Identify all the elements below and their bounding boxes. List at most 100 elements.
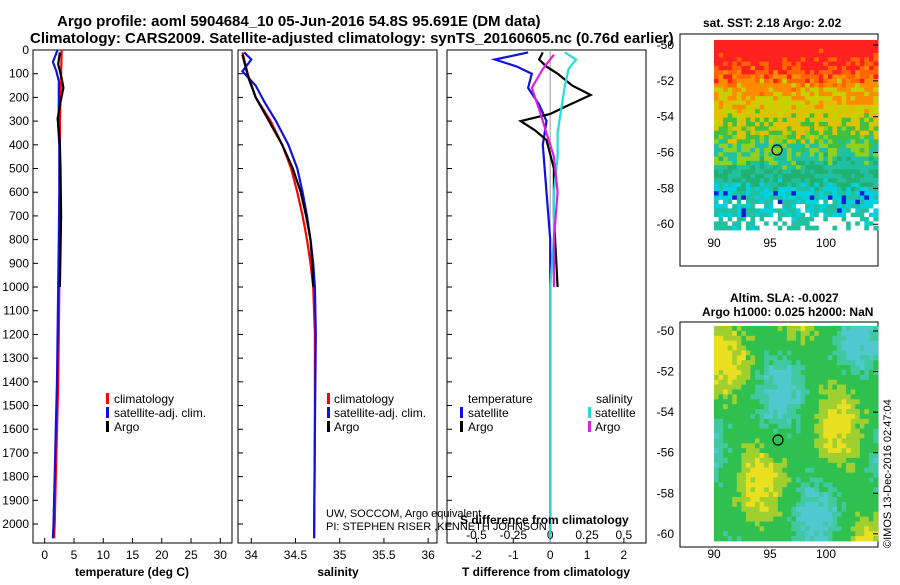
sla-map-cell	[723, 379, 729, 386]
sla-map-cell	[777, 526, 783, 532]
sla-map-cell	[850, 399, 856, 405]
sla-map-cell	[750, 418, 756, 425]
sla-map-cell	[736, 350, 742, 356]
sla-map-cell	[759, 497, 765, 503]
sst-map-cell	[782, 156, 788, 162]
sst-map-cell	[791, 148, 797, 153]
sla-map-cell	[723, 457, 729, 464]
sla-map-cell	[868, 326, 874, 332]
sst-map-cell	[741, 87, 747, 93]
sla-map-cell	[841, 355, 847, 361]
sla-map-cell	[768, 462, 774, 469]
sla-map-cell	[750, 360, 756, 366]
sst-map-cell	[791, 100, 797, 106]
sst-map-cell	[782, 165, 788, 170]
sla-map-cell	[782, 477, 788, 483]
sst-map-cell	[800, 40, 806, 45]
sst-map-cell	[759, 212, 765, 218]
sla-map-cell	[782, 418, 788, 425]
sla-map-cell	[745, 492, 751, 498]
sst-map-cell	[873, 160, 879, 166]
sla-map-cell	[750, 394, 756, 400]
sla-map-cell	[732, 438, 738, 444]
sla-map-cell	[745, 379, 751, 386]
sst-map-cell	[718, 61, 724, 67]
sst-map-cell	[755, 44, 760, 49]
sst-map-cell	[773, 87, 779, 93]
sla-map-cell	[714, 511, 719, 517]
sst-map-cell	[714, 78, 719, 84]
sst-map-cell	[755, 169, 760, 175]
sst-map-cell	[873, 57, 879, 62]
sla-map-cell	[823, 345, 829, 351]
sla-map-cell	[764, 384, 770, 390]
sst-map-cell	[768, 61, 774, 67]
sst-map-cell	[777, 40, 783, 45]
sla-map-cell	[832, 379, 838, 386]
sla-map-cell	[755, 492, 760, 498]
sst-map-cell	[805, 53, 811, 58]
sla-map-cell	[814, 370, 820, 376]
sla-map-cell	[759, 521, 765, 527]
sst-map-cell	[718, 74, 724, 80]
sst-map-cell	[850, 70, 856, 75]
sla-map-cell	[736, 335, 742, 342]
sla-map-cell	[791, 531, 797, 537]
sla-map-cell	[868, 536, 874, 542]
sla-map-cell	[750, 365, 756, 371]
sst-map-cell	[777, 104, 783, 110]
sla-map-cell	[736, 511, 742, 517]
sla-map-cell	[832, 506, 838, 513]
sla-map-cell	[736, 526, 742, 532]
sla-map-cell	[818, 492, 824, 498]
sla-map-cell	[796, 521, 801, 527]
sst-map-cell	[764, 70, 770, 75]
sla-map-cell	[818, 374, 824, 381]
sst-map-cell	[782, 135, 788, 140]
sst-map-cell	[841, 91, 847, 97]
sst-map-cell	[718, 100, 724, 106]
sst-map-cell	[741, 165, 747, 170]
sla-map-cell	[855, 526, 861, 532]
sst-map-cell	[809, 186, 815, 192]
sla-map-cell	[823, 360, 829, 366]
sla-map-cell	[846, 501, 852, 508]
sla-map-cell	[846, 511, 852, 517]
sst-map-cell	[768, 126, 774, 132]
sst-map-cell	[791, 78, 797, 84]
sst-map-cell	[741, 143, 747, 149]
sst-map-cell	[809, 53, 815, 58]
sla-map-cell	[796, 487, 801, 493]
sst-map-cell	[864, 130, 870, 136]
sla-map-cell	[777, 389, 783, 395]
sla-map-cell	[773, 438, 779, 444]
sst-map-cell	[873, 148, 879, 153]
sst-map-cell	[800, 104, 806, 110]
sst-map-cell	[741, 57, 747, 62]
sla-map-cell	[809, 521, 815, 527]
sla-map-cell	[750, 477, 756, 483]
sst-map-cell	[732, 152, 738, 157]
sla-map-cell	[796, 330, 801, 337]
sla-map-cell	[823, 404, 829, 410]
sla-map-cell	[868, 453, 874, 459]
sla-map-cell	[718, 511, 724, 517]
sst-map-cell	[718, 96, 724, 101]
sst-map-cell	[773, 186, 779, 192]
sla-map-cell	[723, 467, 729, 473]
sla-map-cell	[800, 399, 806, 405]
sla-map-cell	[850, 345, 856, 351]
sla-map-cell	[818, 467, 824, 473]
pressure-tick-label: 600	[9, 185, 29, 199]
sla-map-cell	[823, 526, 829, 532]
sst-map-cell	[745, 160, 751, 166]
sst-map-cell	[832, 83, 838, 88]
sst-map-cell	[868, 225, 874, 231]
sst-map-cell	[814, 152, 820, 157]
sla-map-cell	[809, 379, 815, 386]
sla-map-cell	[727, 418, 733, 425]
sla-map-cell	[741, 326, 747, 332]
sla-map-cell	[832, 409, 838, 415]
sst-map-cell	[864, 212, 870, 218]
sla-map-cell	[714, 448, 719, 454]
